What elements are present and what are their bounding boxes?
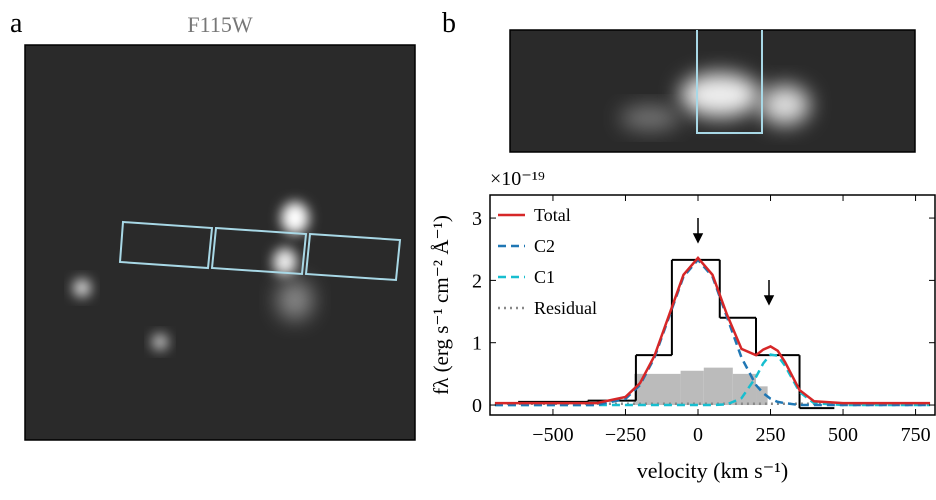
x-tick-label: 250 bbox=[756, 424, 786, 446]
error-fill bbox=[680, 370, 704, 406]
y-tick-label: 1 bbox=[472, 333, 482, 355]
x-tick-label: 750 bbox=[901, 424, 931, 446]
x-tick-label: 0 bbox=[693, 424, 703, 446]
plot: −500 −250 0 250 500 750 0 1 2 3 ×10⁻¹⁹ velocity (km… bbox=[429, 168, 936, 483]
legend-label: Total bbox=[534, 205, 571, 225]
y-axis-label: fλ (erg s⁻¹ cm⁻² Å⁻¹) bbox=[429, 215, 453, 395]
legend-label: C2 bbox=[534, 236, 555, 256]
series-line bbox=[494, 353, 931, 407]
series-line bbox=[494, 257, 931, 407]
y-tick-label: 3 bbox=[472, 208, 482, 230]
series-line bbox=[494, 256, 931, 405]
legend-label: C1 bbox=[534, 267, 555, 287]
x-tick-label: −500 bbox=[532, 424, 573, 446]
arrows bbox=[692, 218, 775, 306]
error-fill bbox=[756, 386, 768, 406]
legend-label: Residual bbox=[534, 298, 597, 318]
y-tick-label: 2 bbox=[472, 270, 482, 292]
plot-frame bbox=[489, 194, 936, 416]
x-axis-label: velocity (km s⁻¹) bbox=[637, 458, 788, 483]
image-title: F115W bbox=[187, 12, 252, 37]
panel-label: a bbox=[10, 8, 23, 39]
y-tick-label: 0 bbox=[472, 395, 482, 417]
image-a bbox=[24, 44, 416, 441]
error-fill bbox=[703, 367, 733, 406]
panel-label: b bbox=[442, 8, 456, 39]
spectrum-2d bbox=[509, 29, 916, 153]
x-tick-label: 500 bbox=[828, 424, 858, 446]
x-tick-label: −250 bbox=[605, 424, 646, 446]
error-fill bbox=[732, 373, 757, 406]
axis-multiplier: ×10⁻¹⁹ bbox=[490, 168, 545, 190]
